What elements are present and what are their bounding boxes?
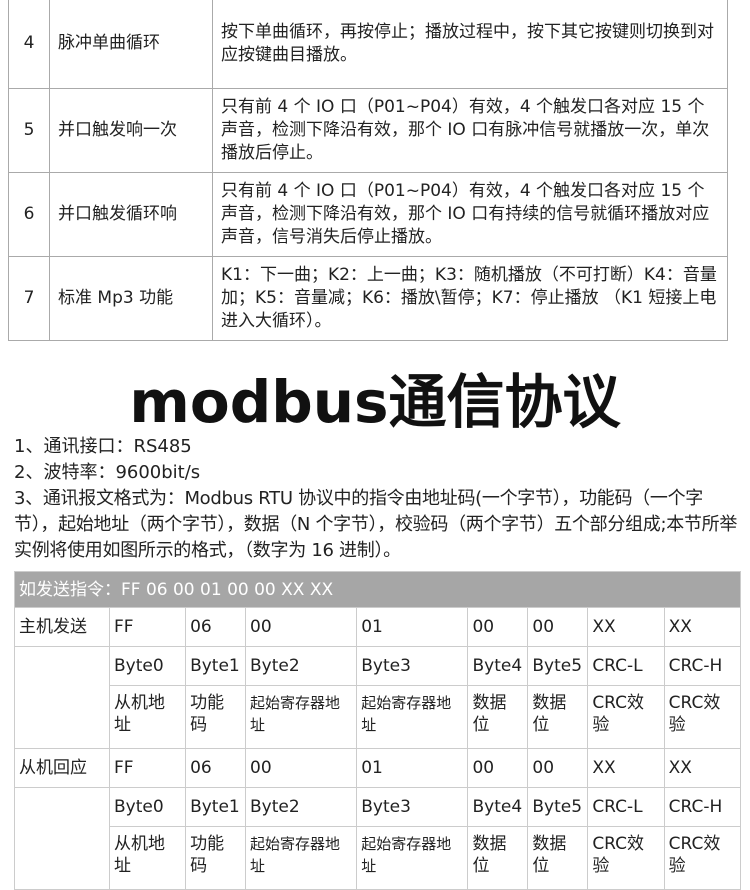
frame-value: XX [663,748,742,788]
mode-number: 6 [8,172,50,257]
frame-meaning: 数据位 [527,826,589,890]
frame-byte: CRC-H [663,646,742,686]
frame-byte: Byte1 [185,646,246,686]
frame-meaning: CRC效验 [663,826,742,890]
frame-values-row: 主机发送 FF 06 00 01 00 00 XX XX [14,607,742,647]
frame-value: 00 [467,748,529,788]
frame-meaning: 数据位 [527,685,589,749]
frame-byte: Byte1 [185,787,246,827]
frame-meaning: 功能码 [185,685,246,749]
page-title: modbus通信协议 [129,368,621,436]
frame-value: XX [587,607,665,647]
mode-description: K1：下一曲；K2：上一曲；K3：随机播放（不可打断）K4：音量加；K5：音量减… [212,256,728,341]
frame-meaning: 起始寄存器地址 [356,826,469,890]
frame-meaning: CRC效验 [663,685,742,749]
mode-name: 并口触发循环响 [49,172,213,257]
frame-table: 如发送指令：FF 06 00 01 00 00 XX XX 主机发送 FF 06 00 0… [14,571,742,890]
paragraph-interface: 1、通讯接口：RS485 [14,436,192,457]
frame-row-label: 从机回应 [14,748,110,788]
frame-value: 01 [356,748,469,788]
frame-value: FF [108,748,187,788]
frame-byte: CRC-H [663,787,742,827]
empty-cell [14,787,110,890]
empty-cell [14,646,110,749]
frame-value: 01 [356,607,469,647]
frame-meaning: 从机地址 [108,685,187,749]
mode-row: 6 并口触发循环响 只有前 4 个 IO 口（P01~P04）有效，4 个触发口各对… [8,172,728,257]
frame-value: 00 [527,748,589,788]
frame-value: XX [663,607,742,647]
frame-byte: Byte5 [527,646,589,686]
frame-meaning: 数据位 [467,826,529,890]
frame-byte: Byte2 [244,646,358,686]
frame-byte: Byte4 [467,646,529,686]
mode-table: 4 脉冲单曲循环 按下单曲循环，再按停止；播放过程中，按下其它按键则切换到对应按键曲… [8,0,728,341]
paragraph-format: 3、通讯报文格式为：Modbus RTU 协议中的指令由地址码(一个字节），功能… [14,488,738,561]
frame-value: XX [587,748,665,788]
frame-byte: Byte0 [108,646,187,686]
frame-bytes-row: Byte0 Byte1 Byte2 Byte3 Byte4 Byte5 CRC-L CRC-H [14,646,742,749]
frame-meaning: 功能码 [185,826,246,890]
mode-description: 只有前 4 个 IO 口（P01~P04）有效，4 个触发口各对应 15 个声音… [212,88,728,173]
frame-byte: Byte2 [244,787,358,827]
frame-header: 如发送指令：FF 06 00 01 00 00 XX XX [14,571,741,608]
frame-value: 00 [527,607,589,647]
paragraph-baud: 2、波特率：9600bit/s [14,462,201,483]
frame-values-row: 从机回应 FF 06 00 01 00 00 XX XX [14,748,742,788]
mode-name: 标准 Mp3 功能 [49,256,213,341]
frame-meaning: 从机地址 [108,826,187,890]
frame-header-row: 如发送指令：FF 06 00 01 00 00 XX XX [14,571,741,608]
frame-bytes-row: Byte0 Byte1 Byte2 Byte3 Byte4 Byte5 CRC-L CRC-H [14,787,742,890]
frame-value: FF [108,607,187,647]
frame-value: 06 [185,748,246,788]
mode-number: 7 [8,256,50,341]
mode-row: 5 并口触发响一次 只有前 4 个 IO 口（P01~P04）有效，4 个触发口各对… [8,88,728,173]
frame-meaning: CRC效验 [587,685,665,749]
mode-description: 只有前 4 个 IO 口（P01~P04）有效，4 个触发口各对应 15 个声音… [212,172,728,257]
frame-byte: Byte0 [108,787,187,827]
frame-byte: CRC-L [587,787,665,827]
frame-value: 06 [185,607,246,647]
frame-byte: Byte3 [356,646,469,686]
frame-meaning: 起始寄存器地址 [356,685,469,749]
frame-byte: Byte4 [467,787,529,827]
mode-number: 5 [8,88,50,173]
mode-name: 脉冲单曲循环 [49,0,213,89]
frame-value: 00 [467,607,529,647]
frame-meaning: 起始寄存器地址 [244,685,358,749]
frame-meaning: CRC效验 [587,826,665,890]
mode-row: 4 脉冲单曲循环 按下单曲循环，再按停止；播放过程中，按下其它按键则切换到对应按键曲… [8,0,728,89]
frame-meaning-row: 从机地址 功能码 起始寄存器地址 起始寄存器地址 数据位 数据位 CRC效验 CRC效验 [15,685,742,749]
mode-number: 4 [8,0,50,89]
mode-description: 按下单曲循环，再按停止；播放过程中，按下其它按键则切换到对应按键曲目播放。 [212,0,728,89]
frame-row-label: 主机发送 [14,607,110,647]
frame-byte: Byte5 [527,787,589,827]
mode-row: 7 标准 Mp3 功能 K1：下一曲；K2：上一曲；K3：随机播放（不可打断）K4：… [8,256,728,341]
mode-name: 并口触发响一次 [49,88,213,173]
frame-value: 00 [244,607,358,647]
frame-meaning-row: 从机地址 功能码 起始寄存器地址 起始寄存器地址 数据位 数据位 CRC效验 CRC效验 [15,826,742,890]
frame-meaning: 数据位 [467,685,529,749]
frame-byte: Byte3 [356,787,469,827]
frame-byte: CRC-L [587,646,665,686]
frame-value: 00 [244,748,358,788]
frame-meaning: 起始寄存器地址 [244,826,358,890]
